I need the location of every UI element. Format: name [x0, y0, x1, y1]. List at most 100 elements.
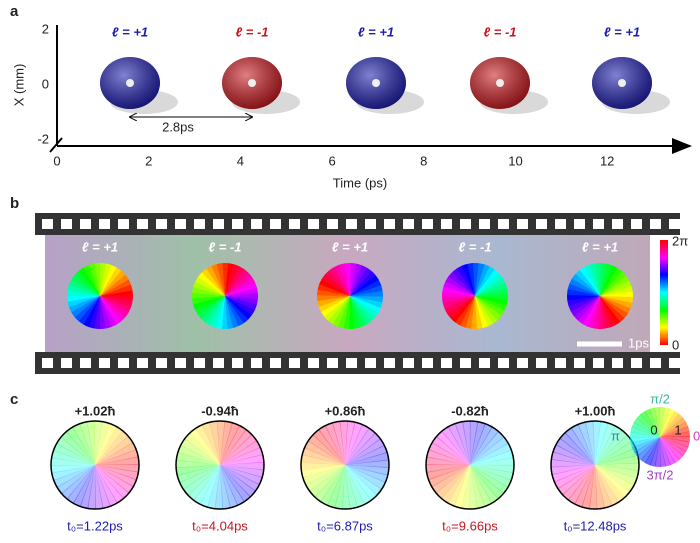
sprocket [80, 358, 91, 368]
panel-b: b 2π 0 1ps ℓ = +1 ℓ = -1 ℓ = +1 ℓ = -1 ℓ = +… [10, 195, 688, 374]
phase-wedge [210, 296, 225, 328]
phase-wedge [184, 432, 220, 465]
phase-wedge [660, 407, 671, 437]
phase-wedge [79, 421, 95, 465]
phase-wedge [205, 265, 225, 296]
sprocket [42, 219, 53, 229]
phase-wedge [225, 296, 253, 320]
phase-wedge [71, 274, 100, 296]
phase-wedge [475, 264, 490, 296]
blob-core [126, 79, 134, 87]
phase-wedge [51, 457, 95, 466]
phase-wedge [88, 296, 100, 329]
phase-wedge [350, 267, 372, 296]
phase-wedge [455, 296, 475, 326]
phase-wedge [321, 274, 350, 296]
x-tick-label: 4 [237, 153, 244, 168]
phase-wedge [214, 465, 224, 509]
phase-wedge [431, 465, 470, 494]
phase-wedge [475, 293, 509, 300]
phase-wedge [95, 464, 139, 473]
phase-wedge [220, 465, 263, 485]
sprocket [99, 358, 110, 368]
sprocket [251, 219, 262, 229]
phase-wedge [305, 465, 345, 492]
phase-wedge [564, 427, 595, 465]
sprocket [441, 219, 452, 229]
sprocket [441, 358, 452, 368]
sprocket [422, 219, 433, 229]
phase-wedge [470, 464, 515, 474]
phase-wedge [183, 465, 220, 496]
phase-wedge [67, 290, 100, 297]
phase-wedge [95, 430, 129, 465]
phase-wedge [660, 436, 691, 443]
sprocket [327, 219, 338, 229]
phase-wedge [577, 296, 600, 325]
phase-wedge [660, 437, 680, 463]
phase-wedge [193, 296, 225, 311]
phase-wedge [475, 269, 499, 296]
phase-wedge [462, 421, 471, 465]
colorbar [660, 240, 668, 345]
phase-wedge [345, 465, 378, 501]
phase-wedge [436, 430, 470, 465]
phase-wedge [220, 465, 245, 506]
phase-wedge [551, 451, 595, 465]
phase-wedge [555, 437, 595, 465]
phase-wedge [220, 465, 264, 478]
phase-wedge [53, 443, 95, 465]
phase-wedge [640, 411, 660, 437]
phase-wedge [350, 263, 362, 296]
panel-label: b [10, 195, 19, 212]
phase-wedge [225, 296, 245, 327]
phase-wedge [345, 465, 372, 505]
phase-wedge [301, 465, 345, 479]
sprocket [479, 358, 490, 368]
phase-wedge [72, 423, 95, 465]
sprocket [156, 358, 167, 368]
sprocket [650, 219, 661, 229]
phase-wedge [220, 425, 247, 465]
phase-wedge [192, 292, 225, 300]
phase-wedge [445, 276, 475, 296]
vortex-ring [175, 420, 265, 510]
sprocket [669, 358, 680, 368]
phase-wedge [220, 434, 257, 465]
sprocket [251, 358, 262, 368]
phase-wedge [435, 465, 470, 499]
phase-wedge [447, 296, 475, 320]
x-tick-label: 2 [145, 153, 152, 168]
blob-core [618, 79, 626, 87]
sprocket [42, 358, 53, 368]
sprocket [346, 219, 357, 229]
phase-wedge [221, 296, 229, 329]
phase-wedge [328, 296, 350, 325]
phase-wedge [470, 423, 493, 465]
phase-wedge [176, 452, 220, 465]
phase-wedge [600, 279, 632, 296]
sprocket [270, 358, 281, 368]
phase-wedge [448, 272, 475, 296]
phase-wedge [595, 465, 639, 479]
phase-wedge [95, 465, 130, 499]
sprocket [137, 219, 148, 229]
time-label: t₀=6.87ps [317, 518, 373, 533]
phase-wedge [577, 421, 595, 465]
y-axis-label: X (mm) [11, 64, 26, 107]
panel-label: c [10, 391, 18, 408]
sprocket [270, 219, 281, 229]
y-tick-label: -2 [37, 131, 49, 146]
phase-wedge [100, 263, 112, 296]
sprocket [460, 358, 471, 368]
sprocket [650, 358, 661, 368]
phase-wedge [470, 436, 509, 465]
charge-label: -0.94ħ [201, 403, 239, 418]
phase-wedge [95, 465, 134, 494]
sprocket [574, 219, 585, 229]
sprocket [536, 219, 547, 229]
phase-wedge [220, 465, 256, 498]
charge-label: ℓ = +1 [358, 24, 394, 39]
sprocket [460, 219, 471, 229]
phase-wedge [584, 421, 595, 465]
